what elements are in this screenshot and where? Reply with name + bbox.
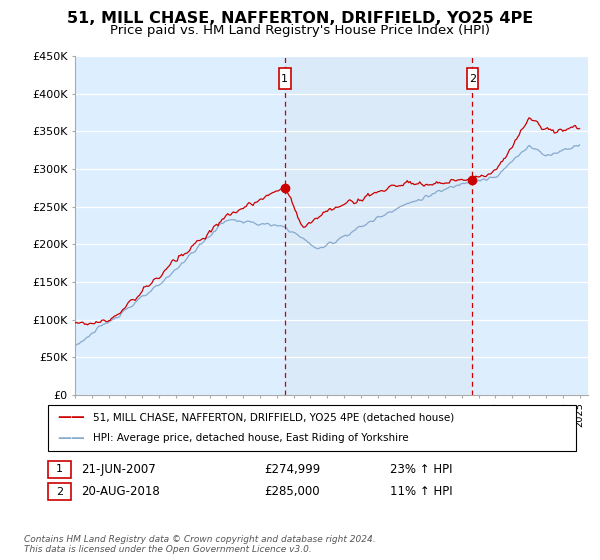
Text: ——: —— xyxy=(57,410,85,424)
Text: 1: 1 xyxy=(56,464,63,474)
Text: 51, MILL CHASE, NAFFERTON, DRIFFIELD, YO25 4PE: 51, MILL CHASE, NAFFERTON, DRIFFIELD, YO… xyxy=(67,11,533,26)
Text: £285,000: £285,000 xyxy=(264,485,320,498)
Text: 20-AUG-2018: 20-AUG-2018 xyxy=(81,485,160,498)
Bar xyxy=(285,56,472,395)
Bar xyxy=(467,68,478,89)
Text: 2: 2 xyxy=(56,487,63,497)
Bar xyxy=(279,68,290,89)
Text: £274,999: £274,999 xyxy=(264,463,320,476)
Text: 2: 2 xyxy=(469,73,476,83)
Text: 23% ↑ HPI: 23% ↑ HPI xyxy=(390,463,452,476)
Text: 11% ↑ HPI: 11% ↑ HPI xyxy=(390,485,452,498)
Text: Contains HM Land Registry data © Crown copyright and database right 2024.
This d: Contains HM Land Registry data © Crown c… xyxy=(24,535,376,554)
Text: Price paid vs. HM Land Registry's House Price Index (HPI): Price paid vs. HM Land Registry's House … xyxy=(110,24,490,36)
Text: 1: 1 xyxy=(281,73,288,83)
Text: HPI: Average price, detached house, East Riding of Yorkshire: HPI: Average price, detached house, East… xyxy=(93,433,409,444)
Text: 21-JUN-2007: 21-JUN-2007 xyxy=(81,463,156,476)
Text: ——: —— xyxy=(57,431,85,445)
Text: 51, MILL CHASE, NAFFERTON, DRIFFIELD, YO25 4PE (detached house): 51, MILL CHASE, NAFFERTON, DRIFFIELD, YO… xyxy=(93,412,454,422)
